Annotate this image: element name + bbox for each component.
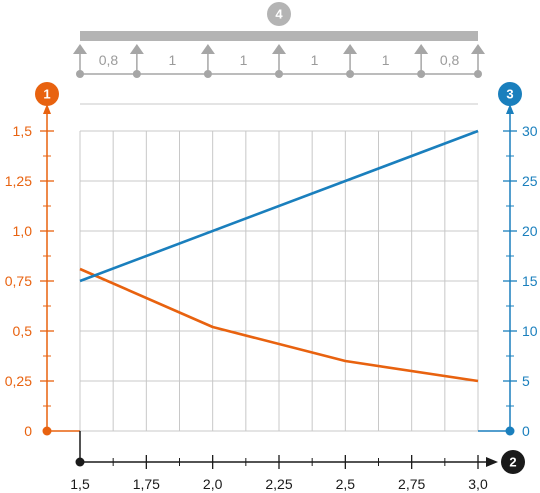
badge-bottom-label: 2 (509, 455, 516, 470)
span-label: 0,8 (440, 52, 460, 68)
badge-right (498, 82, 522, 106)
span-label: 1 (382, 52, 390, 68)
x-axis-tick-label: 2,0 (203, 476, 223, 492)
support-triangle-icon (73, 44, 87, 54)
right-axis-arrow-icon (506, 104, 514, 114)
badge-right-label: 3 (506, 87, 513, 102)
x-axis-origin-dot (75, 457, 85, 467)
support-triangle-icon (414, 44, 429, 54)
badge-left-label: 1 (43, 87, 50, 102)
span-label: 0,8 (99, 52, 119, 68)
span-label: 1 (168, 52, 176, 68)
left-axis-tick-label: 1,0 (13, 223, 33, 239)
right-axis: 0 5 10 15 20 25 30 (478, 104, 538, 439)
left-axis: 0 0,25 0,5 0,75 1,0 1,25 1,5 (5, 104, 80, 439)
right-axis-tick-label: 0 (522, 423, 530, 439)
span-label: 1 (311, 52, 319, 68)
support-triangle-icon (471, 44, 485, 54)
badges: 1 3 2 4 (35, 2, 525, 474)
left-axis-tick-label: 0,5 (13, 323, 33, 339)
x-axis-tick-label: 3,0 (468, 476, 488, 492)
x-axis-tick-label: 2,5 (336, 476, 356, 492)
support-triangle-icon (129, 44, 144, 54)
right-axis-tick-label: 5 (522, 373, 530, 389)
support-triangle-icon (343, 44, 358, 54)
beam-bar (80, 31, 478, 41)
badge-top (267, 2, 291, 26)
badge-left (35, 82, 59, 106)
x-axis-tick-label: 1,75 (133, 476, 160, 492)
badge-top-label: 4 (275, 7, 283, 22)
x-axis: 1,5 1,75 2,0 2,25 2,5 2,75 3,0 (70, 431, 498, 492)
left-axis-arrow-icon (43, 104, 51, 114)
right-axis-tick-label: 25 (522, 173, 538, 189)
x-axis-tick-label: 2,25 (265, 476, 292, 492)
right-axis-tick-label: 10 (522, 323, 538, 339)
x-axis-tick-label: 1,5 (70, 476, 90, 492)
badge-bottom (501, 450, 525, 474)
series-line-right (79, 129, 479, 283)
right-axis-tick-label: 20 (522, 223, 538, 239)
series-line-left (79, 267, 479, 383)
x-axis-tick-label: 2,75 (398, 476, 425, 492)
left-axis-origin-dot (42, 426, 52, 436)
left-axis-tick-label: 1,25 (5, 173, 32, 189)
beam-diagram: 0,8 1 1 1 1 0,8 (73, 31, 485, 78)
right-axis-tick-label: 15 (522, 273, 538, 289)
series-layer (79, 129, 479, 383)
support-triangle-icon (200, 44, 215, 54)
right-axis-origin-dot (505, 426, 515, 436)
left-axis-tick-label: 0 (24, 423, 32, 439)
span-label: 1 (240, 52, 248, 68)
left-axis-tick-label: 0,25 (5, 373, 32, 389)
support-triangle-icon (272, 44, 286, 54)
left-axis-tick-label: 1,5 (13, 123, 33, 139)
left-axis-tick-label: 0,75 (5, 273, 32, 289)
x-axis-arrow-icon (486, 457, 498, 467)
right-axis-tick-label: 30 (522, 123, 538, 139)
